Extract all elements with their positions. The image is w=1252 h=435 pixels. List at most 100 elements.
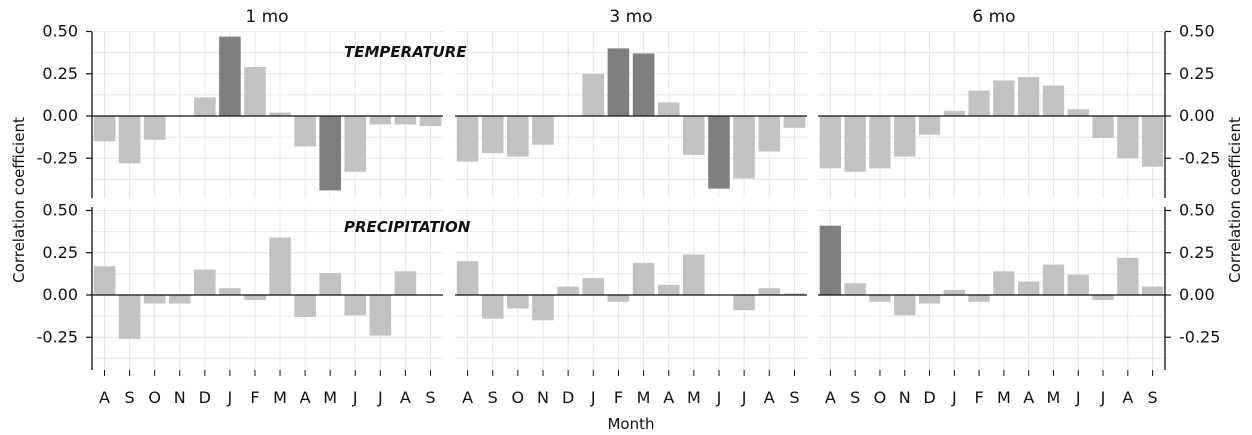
x-tick-label: A [400, 388, 411, 407]
bar-precipitation-6mo-1 [844, 283, 866, 295]
bar-precipitation-1mo-8 [294, 295, 316, 317]
bar-precipitation-3mo-6 [607, 295, 630, 302]
bar-temperature-3mo-12 [758, 116, 781, 152]
bar-temperature-1mo-4 [194, 97, 216, 116]
bar-precipitation-6mo-9 [1042, 264, 1065, 295]
bar-temperature-6mo-9 [1042, 85, 1065, 116]
y-tick-label-right: -0.25 [1179, 327, 1220, 346]
bar-precipitation-1mo-12 [394, 271, 417, 295]
bar-precipitation-3mo-3 [532, 295, 554, 321]
y-tick-label-left: -0.25 [37, 148, 78, 167]
x-tick-label: S [125, 388, 135, 407]
x-tick-label: M [273, 388, 287, 407]
col-title-1mo: 1 mo [245, 7, 288, 27]
bar-temperature-6mo-5 [943, 110, 965, 116]
bar-precipitation-1mo-4 [194, 269, 216, 295]
y-axis-title-left: Correlation coefficient [10, 117, 28, 283]
bar-precipitation-1mo-10 [344, 295, 367, 316]
bar-temperature-3mo-2 [507, 116, 529, 157]
bar-temperature-1mo-13 [419, 116, 442, 127]
bar-temperature-3mo-8 [657, 102, 680, 116]
x-tick-label: N [174, 388, 186, 407]
y-tick-label-left: 0.25 [42, 64, 78, 83]
bar-precipitation-1mo-6 [244, 295, 266, 301]
y-tick-label-left: 0.50 [42, 22, 78, 41]
x-tick-label: J [1075, 388, 1081, 407]
bar-temperature-1mo-7 [269, 112, 291, 116]
x-tick-label: D [199, 388, 211, 407]
x-tick-label: J [590, 388, 596, 407]
col-title-3mo: 3 mo [609, 7, 652, 27]
bar-temperature-3mo-0 [456, 116, 479, 162]
bar-temperature-6mo-11 [1092, 116, 1114, 138]
x-tick-label: M [997, 388, 1011, 407]
x-tick-label: F [250, 388, 259, 407]
y-tick-label-left: 0.25 [42, 243, 78, 262]
bar-precipitation-3mo-0 [456, 261, 479, 295]
x-tick-label: J [377, 388, 383, 407]
x-tick-label: D [923, 388, 935, 407]
x-tick-label: A [462, 388, 473, 407]
bar-precipitation-6mo-5 [943, 289, 965, 295]
y-tick-label-right: 0.50 [1179, 22, 1215, 41]
col-title-6mo: 6 mo [972, 7, 1015, 27]
bar-precipitation-3mo-7 [632, 262, 655, 295]
bar-temperature-1mo-6 [244, 67, 266, 116]
bar-temperature-6mo-8 [1018, 77, 1040, 116]
x-tick-label: N [537, 388, 549, 407]
y-tick-label-left: -0.25 [37, 327, 78, 346]
x-tick-label: F [614, 388, 623, 407]
y-tick-label-right: 0.00 [1179, 285, 1215, 304]
bar-precipitation-6mo-11 [1092, 295, 1114, 301]
bar-temperature-3mo-1 [481, 116, 504, 154]
bar-temperature-1mo-8 [294, 116, 316, 147]
y-tick-label-right: 0.25 [1179, 243, 1215, 262]
bar-precipitation-3mo-1 [481, 295, 504, 319]
x-tick-label: A [1122, 388, 1133, 407]
x-tick-label: S [488, 388, 498, 407]
y-tick-label-left: 0.50 [42, 201, 78, 220]
bar-precipitation-6mo-8 [1018, 281, 1040, 295]
bar-precipitation-3mo-9 [683, 254, 705, 295]
bar-temperature-3mo-10 [708, 116, 730, 189]
bar-temperature-6mo-2 [869, 116, 891, 169]
bar-temperature-6mo-4 [918, 116, 941, 135]
bar-precipitation-6mo-4 [918, 295, 941, 304]
bar-precipitation-1mo-0 [93, 266, 116, 295]
bar-temperature-3mo-13 [783, 116, 806, 128]
row-label-precipitation: PRECIPITATION [344, 218, 471, 236]
bar-temperature-6mo-0 [819, 116, 841, 169]
x-tick-label: F [975, 388, 984, 407]
bar-precipitation-3mo-5 [582, 278, 605, 295]
bar-precipitation-1mo-1 [118, 295, 141, 339]
bar-temperature-1mo-1 [118, 116, 141, 164]
bar-temperature-3mo-9 [683, 116, 705, 155]
bar-temperature-1mo-2 [143, 116, 166, 140]
x-tick-label: J [741, 388, 747, 407]
x-tick-label: J [1100, 388, 1106, 407]
x-tick-label: M [687, 388, 701, 407]
bar-precipitation-1mo-7 [269, 237, 291, 295]
bar-layer [93, 36, 1164, 339]
bar-precipitation-6mo-6 [968, 295, 990, 302]
x-tick-label: A [825, 388, 836, 407]
y-tick-label-right: 0.50 [1179, 201, 1215, 220]
bar-temperature-6mo-6 [968, 90, 990, 116]
y-tick-label-left: 0.00 [42, 106, 78, 125]
x-tick-label: J [951, 388, 957, 407]
bar-temperature-1mo-9 [319, 116, 341, 191]
bar-temperature-1mo-5 [219, 36, 241, 116]
bar-temperature-6mo-12 [1117, 116, 1139, 159]
bar-precipitation-6mo-3 [894, 295, 916, 316]
bar-temperature-1mo-0 [93, 116, 116, 142]
bar-precipitation-3mo-13 [783, 293, 806, 295]
x-tick-label: O [874, 388, 887, 407]
x-tick-label: A [663, 388, 674, 407]
y-tick-label-right: 0.00 [1179, 106, 1215, 125]
bar-precipitation-1mo-2 [143, 295, 166, 304]
x-tick-label: M [323, 388, 337, 407]
bar-precipitation-3mo-4 [557, 286, 579, 296]
bar-precipitation-3mo-11 [733, 295, 755, 311]
x-axis-title: Month [607, 415, 654, 433]
